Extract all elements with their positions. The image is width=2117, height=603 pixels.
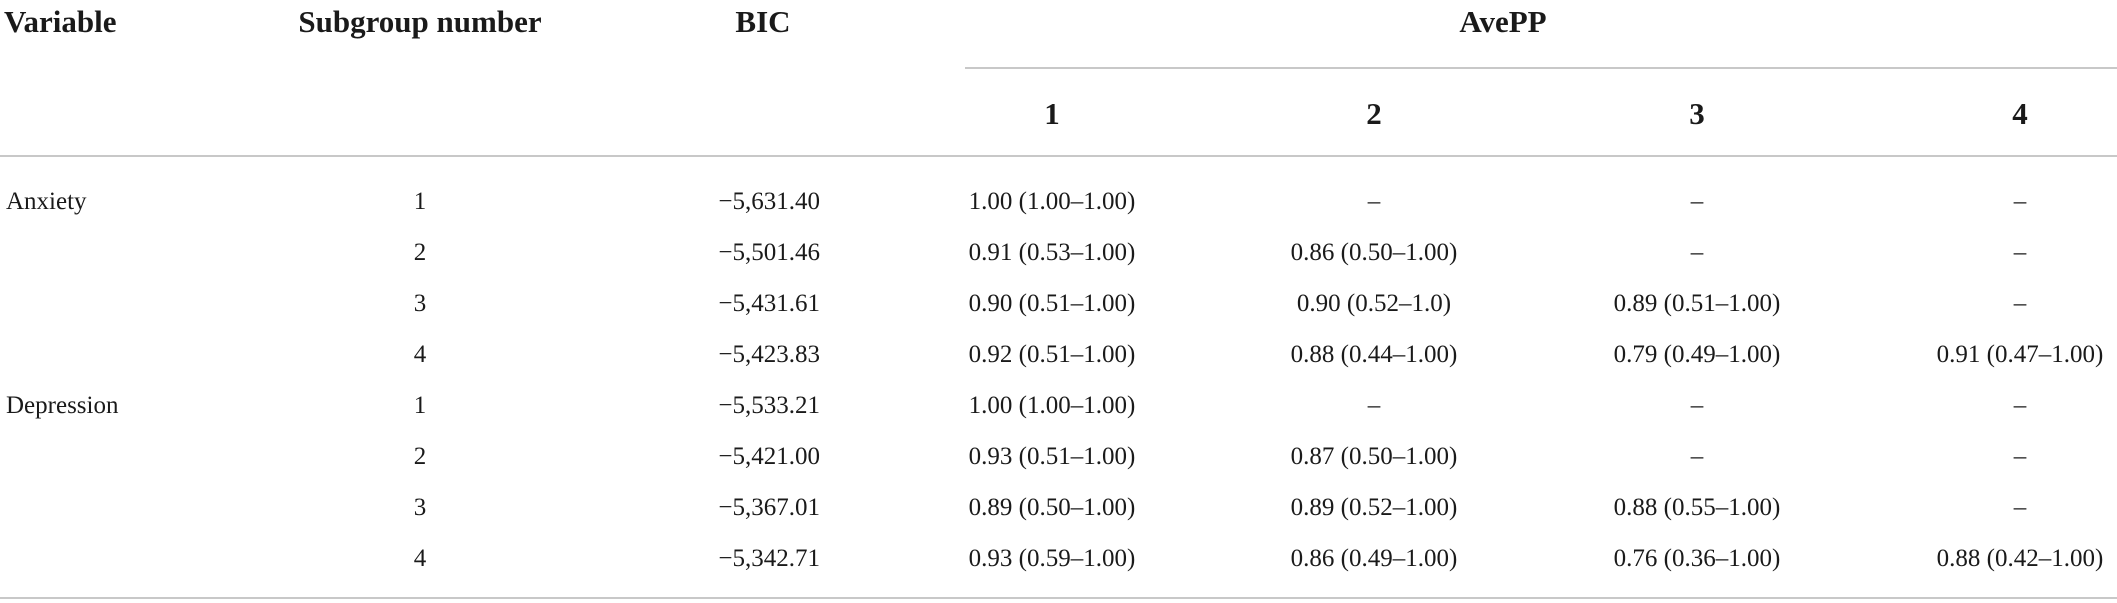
cell-avepp-1: 0.93 (0.59–1.00) (968, 545, 1136, 572)
cell-bic: −5,533.21 (718, 392, 820, 419)
header-bic: BIC (735, 4, 791, 39)
cell-avepp-3: – (1690, 239, 1704, 266)
header-subgroup-number: Subgroup number (298, 4, 542, 39)
cell-avepp-2: 0.87 (0.50–1.00) (1290, 443, 1458, 470)
cell-avepp-4: – (2013, 392, 2027, 419)
cell-bic: −5,501.46 (718, 239, 820, 266)
cell-avepp-2: 0.88 (0.44–1.00) (1290, 341, 1458, 368)
header-avepp-col-1: 1 (1044, 96, 1060, 131)
header-avepp-col-4: 4 (2012, 96, 2028, 131)
cell-subgroup: 1 (413, 392, 427, 419)
cell-avepp-1: 0.89 (0.50–1.00) (968, 494, 1136, 521)
cell-bic: −5,367.01 (718, 494, 820, 521)
cell-avepp-3: – (1690, 188, 1704, 215)
cell-avepp-2: 0.86 (0.50–1.00) (1290, 239, 1458, 266)
cell-variable: Anxiety (6, 188, 87, 215)
cell-subgroup: 2 (413, 443, 427, 470)
header-avepp-col-3: 3 (1689, 96, 1705, 131)
header-variable: Variable (4, 4, 117, 39)
header-avepp-col-2: 2 (1366, 96, 1382, 131)
cell-avepp-1: 1.00 (1.00–1.00) (968, 392, 1136, 419)
cell-avepp-3: – (1690, 392, 1704, 419)
cell-avepp-2: – (1367, 392, 1381, 419)
cell-avepp-4: 0.88 (0.42–1.00) (1936, 545, 2104, 572)
cell-avepp-3: – (1690, 443, 1704, 470)
cell-avepp-2: – (1367, 188, 1381, 215)
cell-avepp-1: 1.00 (1.00–1.00) (968, 188, 1136, 215)
cell-avepp-4: – (2013, 443, 2027, 470)
cell-avepp-2: 0.86 (0.49–1.00) (1290, 545, 1458, 572)
cell-avepp-4: 0.91 (0.47–1.00) (1936, 341, 2104, 368)
cell-avepp-3: 0.88 (0.55–1.00) (1613, 494, 1781, 521)
cell-bic: −5,631.40 (718, 188, 820, 215)
cell-subgroup: 3 (413, 494, 427, 521)
cell-subgroup: 3 (413, 290, 427, 317)
header-avepp: AvePP (1459, 4, 1547, 39)
header-rule (0, 155, 2117, 157)
bottom-rule (0, 597, 2117, 599)
cell-subgroup: 4 (413, 545, 427, 572)
cell-avepp-4: – (2013, 290, 2027, 317)
cell-variable: Depression (6, 392, 119, 419)
cell-avepp-4: – (2013, 494, 2027, 521)
cell-avepp-2: 0.89 (0.52–1.00) (1290, 494, 1458, 521)
cell-subgroup: 1 (413, 188, 427, 215)
cell-avepp-1: 0.91 (0.53–1.00) (968, 239, 1136, 266)
cell-avepp-4: – (2013, 188, 2027, 215)
cell-bic: −5,423.83 (718, 341, 820, 368)
avepp-spanner-rule (965, 67, 2117, 69)
cell-avepp-1: 0.93 (0.51–1.00) (968, 443, 1136, 470)
cell-bic: −5,342.71 (718, 545, 820, 572)
cell-avepp-1: 0.92 (0.51–1.00) (968, 341, 1136, 368)
cell-avepp-2: 0.90 (0.52–1.0) (1296, 290, 1452, 317)
cell-bic: −5,431.61 (718, 290, 820, 317)
cell-subgroup: 2 (413, 239, 427, 266)
cell-avepp-1: 0.90 (0.51–1.00) (968, 290, 1136, 317)
cell-bic: −5,421.00 (718, 443, 820, 470)
cell-subgroup: 4 (413, 341, 427, 368)
cell-avepp-3: 0.79 (0.49–1.00) (1613, 341, 1781, 368)
cell-avepp-4: – (2013, 239, 2027, 266)
cell-avepp-3: 0.76 (0.36–1.00) (1613, 545, 1781, 572)
cell-avepp-3: 0.89 (0.51–1.00) (1613, 290, 1781, 317)
